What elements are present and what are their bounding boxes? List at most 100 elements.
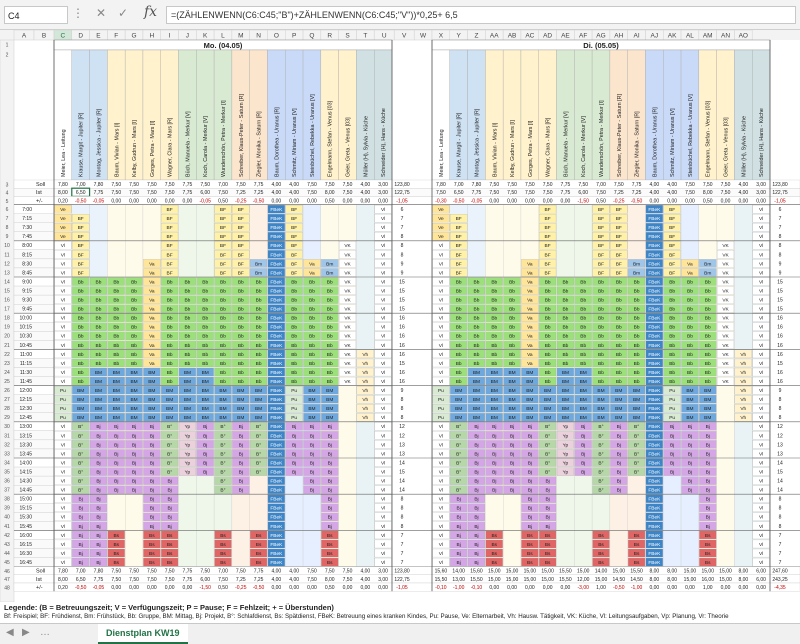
bottom-stat-value[interactable]: 0,00 [271,585,281,591]
row-number[interactable]: 45 [4,560,10,566]
shift-cell[interactable]: Vl [759,506,763,512]
shift-cell[interactable]: FBeK [270,334,283,340]
shift-cell[interactable]: Bb [491,288,497,294]
shift-cell[interactable]: Bb [291,298,297,304]
stat-value[interactable]: 7,50 [614,182,624,188]
shift-cell[interactable]: BM [704,388,711,394]
shift-cell[interactable]: Bb [96,352,102,358]
shift-cell[interactable]: Bb [634,361,640,367]
shift-cell[interactable]: Bb [598,316,604,322]
shift-cell[interactable]: Bb [291,370,297,376]
bottom-stat-value[interactable]: 7,50 [147,569,157,575]
shift-cell[interactable]: Va [527,298,533,304]
shift-cell[interactable]: BM [202,388,209,394]
shift-cell[interactable]: Vl [439,252,443,258]
shift-cell[interactable]: Bb [113,325,119,331]
shift-cell[interactable]: Va [309,270,315,276]
shift-cell[interactable]: Yp [185,442,191,448]
shift-cell[interactable]: Bb [669,288,675,294]
row-number[interactable]: 5 [6,199,9,205]
shift-cell[interactable]: Pu [438,388,444,394]
shift-cell[interactable]: Bb [256,370,262,376]
shift-cell[interactable]: BM [255,388,262,394]
bottom-stat-value[interactable]: 15,00 [684,577,697,583]
shift-cell[interactable]: Bs [256,542,262,548]
row-number[interactable]: 43 [4,542,10,548]
shift-cell[interactable]: FBeK [270,261,283,267]
shift-cell[interactable]: Bb [327,379,333,385]
shift-cell[interactable]: Vl [759,261,763,267]
shift-cell[interactable]: Bb [687,288,693,294]
row-number[interactable]: 12 [4,261,10,267]
shift-cell[interactable]: Bb [598,352,604,358]
shift-cell[interactable]: Bb [78,288,84,294]
bottom-stat-value[interactable]: 7,50 [200,569,210,575]
shift-cell[interactable]: Bb [491,325,497,331]
shift-cell[interactable]: BF [545,216,551,222]
shift-cell[interactable]: BM [95,406,102,412]
shift-cell[interactable]: Bb [167,334,173,340]
shift-cell[interactable]: BF [598,261,604,267]
shift-cell[interactable]: Bj [706,424,710,430]
shift-cell[interactable]: FBeK [270,243,283,249]
shift-cell[interactable]: B° [78,488,83,494]
shift-cell[interactable]: BM [686,415,693,421]
shift-cell[interactable]: B° [167,451,172,457]
shift-cell[interactable]: Bj [239,424,243,430]
shift-cell[interactable]: Bj [132,469,136,475]
shift-cell[interactable]: Bb [669,334,675,340]
shift-cell[interactable]: Bs [598,542,604,548]
shift-cell[interactable]: B° [634,469,639,475]
bottom-stat-value[interactable]: 7,80 [94,569,104,575]
shift-cell[interactable]: Bb [456,334,462,340]
shift-cell[interactable]: Vl [759,334,763,340]
shift-cell[interactable]: Vl [439,560,443,566]
stat-value[interactable]: 6,00 [200,190,210,196]
shift-cell[interactable]: Bb [184,316,190,322]
shift-cell[interactable]: B° [167,424,172,430]
shift-cell[interactable]: Bb [562,288,568,294]
shift-cell[interactable]: B° [634,424,639,430]
shift-cell[interactable]: BF [291,216,297,222]
shift-cell[interactable]: Bb [96,316,102,322]
stat-value[interactable]: 7,50 [543,190,553,196]
shift-cell[interactable]: Bb [687,316,693,322]
shift-cell[interactable]: FBeK [270,451,283,457]
shift-cell[interactable]: Bb [131,343,137,349]
shift-cell[interactable]: Vl [61,361,65,367]
shift-cell[interactable]: Bs [220,542,226,548]
stat-value[interactable]: 7,75 [94,190,104,196]
shift-cell[interactable]: Bb [291,334,297,340]
shift-cell[interactable]: FBeK [648,469,661,475]
shift-cell[interactable]: Bs [634,542,640,548]
shift-cell[interactable]: Bb [238,379,244,385]
shift-cell[interactable]: BM [95,415,102,421]
shift-cell[interactable]: Bb [669,379,675,385]
shift-cell[interactable]: Bs [527,560,533,566]
shift-cell[interactable]: Vl [439,506,443,512]
shift-cell[interactable]: Va [527,325,533,331]
stat-value[interactable]: 7,00 [454,182,464,188]
shift-cell[interactable]: Vl [381,560,385,566]
row-number[interactable]: 28 [4,406,10,412]
shift-cell[interactable]: Bb [96,325,102,331]
shift-cell[interactable]: Bj [310,460,314,466]
shift-cell[interactable]: Bj [79,506,83,512]
shift-cell[interactable]: Bb [705,325,711,331]
shift-cell[interactable]: Bb [78,307,84,313]
stat-value[interactable]: 0,00 [507,198,517,204]
shift-cell[interactable]: Va [687,261,693,267]
shift-cell[interactable]: Bj [310,442,314,448]
shift-cell[interactable]: BM [491,379,498,385]
shift-cell[interactable]: B° [545,433,550,439]
shift-cell[interactable]: Vl [759,270,763,276]
shift-cell[interactable]: BM [237,406,244,412]
shift-cell[interactable]: FBeK [270,234,283,240]
shift-cell[interactable]: Bj [474,451,478,457]
shift-cell[interactable]: BM [562,406,569,412]
shift-cell[interactable]: Vl [61,307,65,313]
bottom-stat-value[interactable]: 0,00 [649,585,659,591]
shift-cell[interactable]: Bb [474,279,480,285]
shift-cell[interactable]: BM [95,370,102,376]
shift-cell[interactable]: BM [326,397,333,403]
